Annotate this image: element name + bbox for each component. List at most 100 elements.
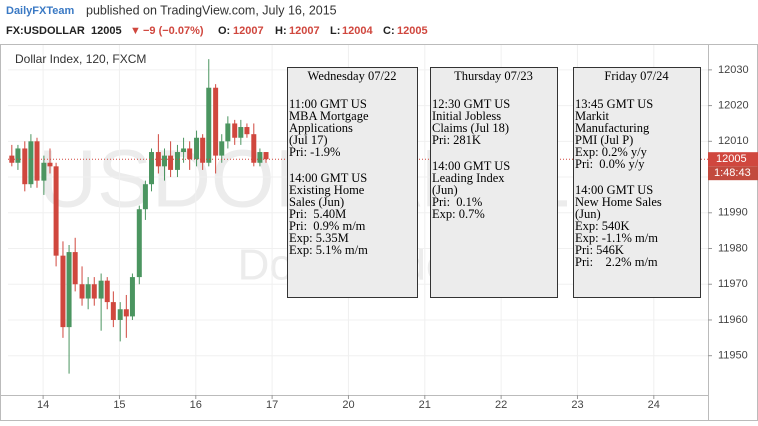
note-line: Claims (Jul 18) <box>432 121 509 135</box>
candle-body <box>15 148 21 163</box>
note-line: Sales (Jun) <box>289 195 344 209</box>
candle-body <box>110 302 116 320</box>
candle-body <box>232 123 238 138</box>
note-line: Pri: 2.2% m/m <box>575 255 658 269</box>
note-line: New Home Sales <box>575 195 662 209</box>
candle-body <box>79 284 85 299</box>
note-line: 14:00 GMT US <box>289 171 367 185</box>
note-box <box>573 67 701 298</box>
candle-body <box>53 166 59 256</box>
o-label: O: <box>218 25 230 37</box>
candle-body <box>34 141 40 181</box>
note-line: Markit <box>575 109 610 123</box>
note-line: Applications <box>289 121 353 135</box>
note-line: Pri: 0.1% <box>432 195 482 209</box>
c-value: 12005 <box>397 25 428 37</box>
candle-body <box>72 252 78 285</box>
note-line: Exp: -1.1% m/m <box>575 231 658 245</box>
candle-body <box>85 284 91 299</box>
note-title: Thursday 07/23 <box>454 69 533 83</box>
note-line: PMI (Jul P) <box>575 133 633 147</box>
chart-title: Dollar Index, 120, FXCM <box>15 52 146 66</box>
note-line: 14:00 GMT US <box>575 183 653 197</box>
note-line: (Jul 17) <box>289 133 328 147</box>
candle-body <box>28 141 34 185</box>
candle-body <box>98 280 104 299</box>
candle-body <box>238 127 244 138</box>
candle-body <box>117 309 123 320</box>
countdown: 1:48:43 <box>714 167 751 179</box>
note-line: Existing Home <box>289 183 365 197</box>
note-line: Initial Jobless <box>432 109 501 123</box>
y-tick-label: 12030 <box>718 64 749 76</box>
candle-body <box>244 127 250 135</box>
candle-body <box>41 162 47 181</box>
note-line: 13:45 GMT US <box>575 97 653 111</box>
note-line: (Jun) <box>432 183 458 197</box>
c-label: C: <box>383 25 395 37</box>
note-line: Exp: 0.7% <box>432 207 485 221</box>
note-line: Pri: -1.9% <box>289 145 340 159</box>
candle-body <box>187 148 193 160</box>
candle-body <box>47 162 53 167</box>
y-tick-label: 12010 <box>718 135 749 147</box>
candle-body <box>213 87 219 156</box>
note-line: Exp: 0.2% y/y <box>575 145 648 159</box>
candle-body <box>60 255 66 328</box>
candle-body <box>225 123 231 142</box>
candle-body <box>174 152 180 170</box>
symbol: FX:USDOLLAR <box>6 25 85 37</box>
candle-body <box>181 148 187 153</box>
x-tick-label: 24 <box>648 399 660 411</box>
note-line: Leading Index <box>432 171 505 185</box>
note-title: Friday 07/24 <box>604 69 669 83</box>
candle-body <box>149 152 155 185</box>
arrow: ▼ <box>130 25 141 37</box>
candle-body <box>251 134 257 163</box>
x-tick-label: 15 <box>113 399 125 411</box>
candle-body <box>142 184 148 210</box>
note-line: Pri: 281K <box>432 133 481 147</box>
countdown-box <box>708 166 758 181</box>
brand: DailyFXTeam <box>6 5 74 17</box>
x-tick-label: 22 <box>495 399 507 411</box>
candle-body <box>206 87 212 163</box>
candle-body <box>257 152 263 163</box>
y-tick-label: 11950 <box>718 350 748 362</box>
note-line: MBA Mortgage <box>289 109 369 123</box>
l-value: 12004 <box>342 25 373 37</box>
x-tick-label: 23 <box>571 399 583 411</box>
note-line: Exp: 5.1% m/m <box>289 243 368 257</box>
candle-body <box>136 209 142 278</box>
y-tick-label: 11960 <box>718 314 748 326</box>
note-title: Wednesday 07/22 <box>308 69 397 83</box>
candle-body <box>104 280 110 303</box>
note-box <box>287 67 418 298</box>
candle-body <box>91 284 97 299</box>
quote: FX:USDOLLAR 12005 ▼ −9 (−0.07%) O: 12007… <box>6 25 428 37</box>
o-value: 12007 <box>233 25 264 37</box>
y-tick-label: 11980 <box>718 242 748 254</box>
candle-body <box>168 155 174 170</box>
candle-body <box>66 252 72 328</box>
y-tick-label: 12020 <box>718 100 749 112</box>
note-box <box>430 67 558 298</box>
note-line: 12:30 GMT US <box>432 97 510 111</box>
note-line: Exp: 540K <box>575 219 630 233</box>
candle-body <box>129 277 135 317</box>
candle-body <box>219 141 225 156</box>
x-tick-label: 20 <box>342 399 354 411</box>
h-value: 12007 <box>289 25 320 37</box>
x-tick-label: 14 <box>37 399 49 411</box>
last-price-label: 12005 <box>716 153 747 165</box>
note-line: Pri: 546K <box>575 243 624 257</box>
candle-body <box>161 155 167 167</box>
note-line: (Jun) <box>575 207 601 221</box>
note-line: Exp: 5.35M <box>289 231 349 245</box>
y-tick-label: 11970 <box>718 278 748 290</box>
y-tick-label: 11990 <box>718 207 748 219</box>
note-line: 14:00 GMT US <box>432 159 510 173</box>
note-line: 11:00 GMT US <box>289 97 367 111</box>
x-tick-label: 17 <box>266 399 278 411</box>
candle-body <box>123 309 129 317</box>
